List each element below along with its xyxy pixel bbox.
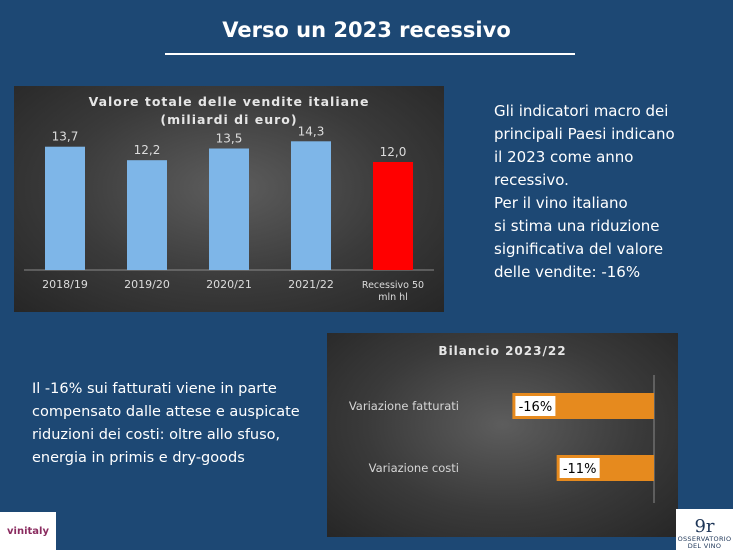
tick-label: 2018/19 (42, 278, 88, 291)
chart-title: Valore totale delle vendite italiane (mi… (14, 93, 444, 129)
chart-title-line: (miliardi di euro) (160, 112, 298, 127)
text-line: riduzioni dei costi: oltre allo sfuso, (32, 427, 281, 443)
bar (127, 160, 167, 270)
data-label: 12,2 (134, 143, 161, 157)
text-line: si stima una riduzione (494, 217, 660, 235)
bar (45, 146, 85, 270)
text-line: Gli indicatori macro dei (494, 102, 669, 120)
macro-indicators-text: Gli indicatori macro dei principali Paesi… (494, 100, 714, 284)
balance-chart: Bilancio 2023/22 -16% Variazione fatturat… (327, 333, 678, 537)
vinitaly-logo: vinitaly (0, 512, 56, 550)
text-line: energia in primis e dry-goods (32, 450, 245, 466)
bar-chart-svg: 13,7 2018/19 12,2 2019/20 13,5 2020/21 14,3 202… (24, 124, 434, 303)
text-line: compensato dalle attese e auspicate (32, 404, 300, 420)
tick-label: 2020/21 (206, 278, 252, 291)
slide-title: Verso un 2023 recessivo (222, 18, 511, 42)
bar (291, 141, 331, 270)
data-label: -16% (519, 400, 553, 415)
osservatorio-logo: 9r OSSERVATORIO DEL VINO (676, 509, 733, 550)
data-label: 14,3 (298, 124, 325, 138)
tick-label: mln hl (378, 292, 408, 303)
costs-explanation-text: Il -16% sui fatturati viene in parte comp… (32, 378, 322, 470)
text-line: il 2023 come anno (494, 148, 634, 166)
bar (209, 148, 249, 270)
data-label-box (515, 396, 556, 416)
text-line: Il -16% sui fatturati viene in parte (32, 381, 277, 397)
bar (373, 162, 413, 270)
osservatorio-mark: 9r (694, 516, 715, 537)
data-label-box (559, 458, 600, 478)
data-label: -11% (563, 462, 597, 477)
chart-title: Bilancio 2023/22 (438, 344, 567, 358)
category-label: Variazione costi (369, 461, 459, 475)
sales-value-chart: Valore totale delle vendite italiane (mi… (14, 86, 444, 312)
text-line: recessivo. (494, 171, 569, 189)
text-line: Per il vino italiano (494, 194, 628, 212)
data-label: 13,7 (52, 130, 79, 144)
tick-label: Recessivo 50 (362, 280, 424, 291)
text-line: delle vendite: -16% (494, 263, 641, 281)
osservatorio-text-line: OSSERVATORIO (677, 535, 732, 543)
tick-label: 2021/22 (288, 278, 334, 291)
vinitaly-logo-text: vinitaly (7, 525, 49, 537)
category-label: Variazione fatturati (349, 399, 459, 413)
title-divider (165, 53, 575, 55)
text-line: principali Paesi indicano (494, 125, 675, 143)
data-label: 12,0 (380, 145, 407, 159)
osservatorio-text-line: DEL VINO (687, 542, 722, 550)
text-line: significativa del valore (494, 240, 664, 258)
chart-title-line: Valore totale delle vendite italiane (88, 94, 370, 109)
tick-label: 2019/20 (124, 278, 170, 291)
data-label: 13,5 (216, 132, 243, 146)
hbar-chart-svg: -16% Variazione fatturati -11% Variazione c… (349, 375, 655, 503)
